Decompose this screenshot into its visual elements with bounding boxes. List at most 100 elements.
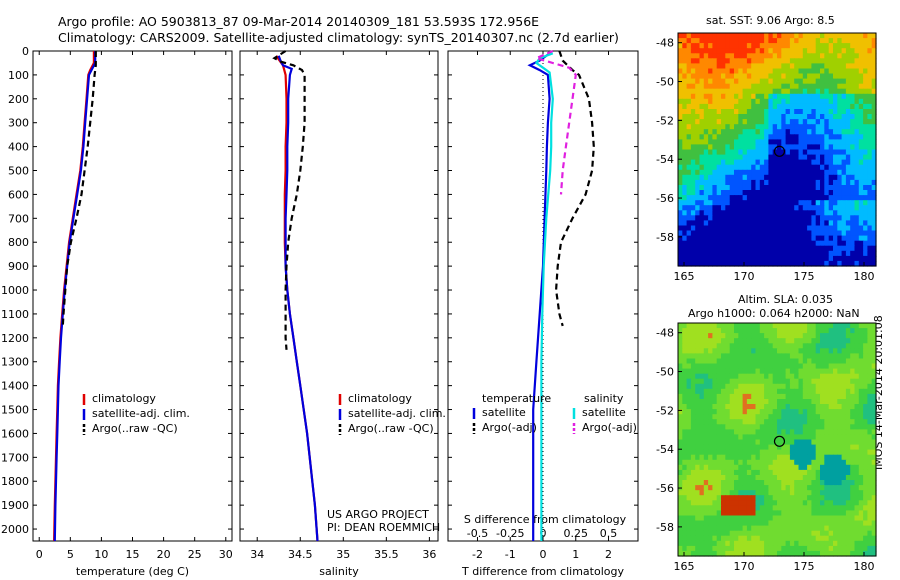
heatmap-cell — [820, 378, 825, 385]
heatmap-cell — [764, 210, 769, 216]
heatmap-cell — [712, 449, 718, 456]
heatmap-cell — [833, 210, 838, 216]
heatmap-cell — [742, 495, 748, 501]
heatmap-cell — [751, 388, 757, 395]
heatmap-cell — [699, 505, 705, 511]
heatmap-cell — [746, 129, 752, 135]
heatmap-cell — [858, 550, 864, 557]
heatmap-cell — [802, 439, 808, 446]
heatmap-cell — [777, 144, 782, 151]
heatmap-cell — [708, 124, 713, 130]
heatmap-cell — [833, 373, 838, 380]
heatmap-cell — [703, 495, 709, 501]
heatmap-cell — [734, 378, 739, 385]
heatmap-cell — [703, 353, 709, 360]
heatmap-cell — [746, 520, 752, 527]
heatmap-cell — [811, 174, 817, 181]
heatmap-cell — [695, 505, 701, 511]
heatmap-cell — [854, 73, 860, 80]
heatmap-cell — [686, 550, 692, 557]
heatmap-cell — [794, 328, 800, 334]
heatmap-cell — [845, 343, 851, 349]
heatmap-cell — [824, 159, 830, 166]
heatmap-cell — [764, 169, 769, 176]
heatmap-cell — [824, 338, 830, 344]
heatmap-cell — [716, 250, 722, 257]
heatmap-cell — [781, 409, 787, 415]
heatmap-cell — [841, 353, 847, 360]
heatmap-cell — [802, 220, 808, 227]
heatmap-cell — [850, 368, 856, 375]
heatmap-cell — [807, 378, 812, 385]
heatmap-cell — [845, 393, 851, 400]
heatmap-cell — [742, 169, 748, 176]
heatmap-cell — [837, 383, 843, 390]
heatmap-cell — [686, 485, 692, 491]
heatmap-cell — [854, 439, 860, 446]
heatmap-cell — [785, 139, 791, 146]
heatmap-cell — [789, 230, 795, 237]
heatmap-cell — [811, 185, 817, 191]
heatmap-cell — [703, 93, 709, 100]
heatmap-cell — [759, 149, 765, 156]
heatmap-cell — [708, 363, 713, 370]
heatmap-cell — [734, 444, 739, 451]
heatmap-cell — [867, 48, 873, 54]
heatmap-cell — [798, 333, 804, 339]
heatmap-cell — [785, 210, 791, 216]
heatmap-cell — [678, 338, 683, 344]
heatmap-cell — [768, 464, 774, 471]
heatmap-cell — [841, 164, 847, 171]
heatmap-cell — [794, 520, 800, 527]
heatmap-cell — [863, 179, 868, 186]
heatmap-cell — [798, 469, 804, 476]
legend-label: satellite-adj. clim. — [92, 407, 190, 420]
heatmap-cell — [738, 48, 744, 54]
heatmap-cell — [820, 348, 825, 354]
heatmap-cell — [833, 58, 838, 64]
heatmap-cell — [837, 93, 843, 100]
heatmap-cell — [734, 409, 739, 415]
heatmap-cell — [729, 550, 735, 557]
heatmap-cell — [867, 439, 873, 446]
heatmap-cell — [708, 500, 713, 506]
heatmap-cell — [811, 144, 817, 151]
heatmap-cell — [807, 469, 812, 476]
x-axis-label: temperature (deg C) — [76, 565, 189, 578]
heatmap-cell — [729, 510, 735, 517]
heatmap-cell — [708, 250, 713, 257]
heatmap-cell — [734, 535, 739, 542]
heatmap-cell — [772, 414, 778, 420]
heatmap-cell — [781, 464, 787, 471]
heatmap-cell — [841, 464, 847, 471]
heatmap-cell — [811, 409, 817, 415]
heatmap-cell — [807, 505, 812, 511]
heatmap-cell — [833, 149, 838, 156]
heatmap-cell — [755, 540, 761, 547]
heatmap-cell — [781, 114, 787, 120]
heatmap-cell — [738, 540, 744, 547]
heatmap-cell — [746, 134, 752, 140]
heatmap-cell — [703, 348, 709, 354]
heatmap-cell — [811, 240, 817, 247]
heatmap-cell — [738, 444, 744, 451]
heatmap-cell — [863, 383, 868, 390]
heatmap-cell — [768, 459, 774, 466]
heatmap-cell — [721, 444, 726, 451]
heatmap-cell — [850, 515, 856, 522]
heatmap-cell — [837, 200, 843, 206]
heatmap-cell — [871, 388, 877, 395]
heatmap-cell — [751, 200, 757, 206]
heatmap-cell — [794, 480, 800, 486]
heatmap-cell — [871, 179, 877, 186]
heatmap-cell — [751, 88, 757, 95]
heatmap-cell — [725, 388, 731, 395]
heatmap-cell — [811, 235, 817, 242]
heatmap-cell — [850, 43, 856, 49]
heatmap-cell — [703, 475, 709, 481]
heatmap-cell — [695, 383, 701, 390]
heatmap-cell — [863, 164, 868, 171]
heatmap-cell — [798, 205, 804, 211]
heatmap-cell — [867, 525, 873, 532]
heatmap-cell — [725, 220, 731, 227]
